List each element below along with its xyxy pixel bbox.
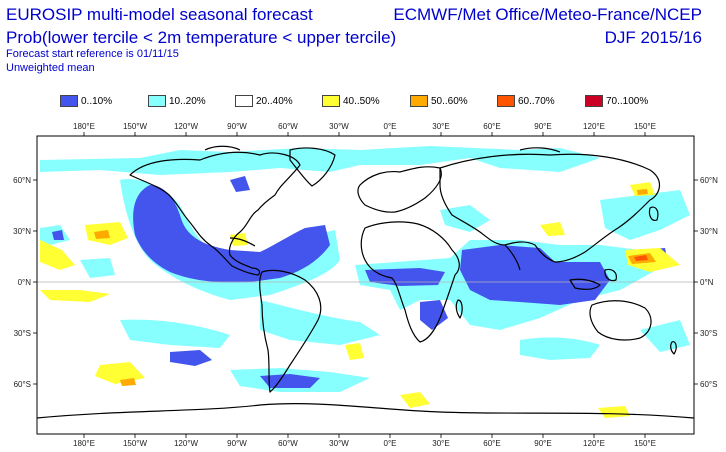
lon-label: 120°E <box>583 439 605 448</box>
legend-label: 70..100% <box>606 95 649 107</box>
lon-label: 30°E <box>432 439 449 448</box>
lon-label: 180°E <box>73 122 95 131</box>
lon-label: 30°E <box>432 122 449 131</box>
legend-swatch <box>60 95 78 107</box>
legend-item: 70..100% <box>585 94 648 108</box>
legend-swatch <box>235 95 253 107</box>
legend-item: 20..40% <box>235 94 293 108</box>
legend-label: 40..50% <box>343 95 380 107</box>
lon-label: 60°W <box>278 439 298 448</box>
lon-label: 90°E <box>534 439 551 448</box>
legend: 0..10% 10..20% 20..40% 40..50% 50..60% 6… <box>0 94 726 110</box>
weighting-note: Unweighted mean <box>6 62 95 74</box>
legend-item: 40..50% <box>322 94 380 108</box>
legend-item: 50..60% <box>410 94 468 108</box>
legend-swatch <box>497 95 515 107</box>
lat-label: 60°N <box>13 176 31 185</box>
lon-label: 60°E <box>483 439 500 448</box>
lon-label: 120°E <box>583 122 605 131</box>
lon-label: 90°W <box>227 122 247 131</box>
lat-label: 30°S <box>14 329 31 338</box>
map-frame <box>36 135 695 435</box>
lon-label: 60°E <box>483 122 500 131</box>
legend-label: 50..60% <box>431 95 468 107</box>
lon-label: 0°E <box>384 439 397 448</box>
lat-label: 60°S <box>700 380 717 389</box>
lon-label: 90°E <box>534 122 551 131</box>
lon-label: 90°W <box>227 439 247 448</box>
legend-label: 10..20% <box>169 95 206 107</box>
legend-swatch <box>322 95 340 107</box>
lat-label: 0°N <box>700 278 714 287</box>
lat-ticks <box>33 179 698 385</box>
forecast-reference: Forecast start reference is 01/11/15 <box>6 48 179 60</box>
lon-label: 30°W <box>329 439 349 448</box>
lon-labels-top: 180°E 150°W 120°W 90°W 60°W 30°W 0°E 30°… <box>73 122 656 131</box>
lon-label: 150°W <box>123 122 148 131</box>
season-label: DJF 2015/16 <box>604 28 702 47</box>
legend-item: 0..10% <box>60 94 112 108</box>
lat-label: 0°N <box>18 278 32 287</box>
lon-ticks <box>83 132 646 438</box>
legend-label: 0..10% <box>81 95 113 107</box>
lon-label: 120°W <box>174 122 199 131</box>
legend-swatch <box>585 95 603 107</box>
legend-swatch <box>410 95 428 107</box>
prob-layer-40-50 <box>40 182 680 418</box>
lat-labels-left: 60°N 30°N 0°N 30°S 60°S <box>13 176 31 389</box>
lat-label: 30°N <box>13 227 31 236</box>
coastlines <box>36 145 695 419</box>
lat-label: 30°S <box>700 329 717 338</box>
lat-labels-right: 60°N 30°N 0°N 30°S 60°S <box>700 176 718 389</box>
lon-label: 150°W <box>123 439 148 448</box>
lon-label: 0°E <box>384 122 397 131</box>
lon-label: 180°E <box>73 439 95 448</box>
legend-swatch <box>148 95 166 107</box>
legend-item: 10..20% <box>148 94 206 108</box>
map-title: EUROSIP multi-model seasonal forecast <box>6 5 313 24</box>
lat-label: 60°S <box>14 380 31 389</box>
prob-layer-60-70 <box>634 255 648 261</box>
lon-label: 30°W <box>329 122 349 131</box>
legend-item: 60..70% <box>497 94 555 108</box>
lat-label: 30°N <box>700 227 718 236</box>
lon-label: 120°W <box>174 439 199 448</box>
map-subtitle: Prob(lower tercile < 2m temperature < up… <box>6 28 397 47</box>
legend-label: 20..40% <box>256 95 293 107</box>
lon-label: 60°W <box>278 122 298 131</box>
legend-label: 60..70% <box>518 95 555 107</box>
lat-label: 60°N <box>700 176 718 185</box>
lon-labels-bottom: 180°E 150°W 120°W 90°W 60°W 30°W 0°E 30°… <box>73 439 656 448</box>
lon-label: 150°E <box>634 122 656 131</box>
lon-label: 150°E <box>634 439 656 448</box>
centres-label: ECMWF/Met Office/Meteo-France/NCEP <box>393 5 702 24</box>
